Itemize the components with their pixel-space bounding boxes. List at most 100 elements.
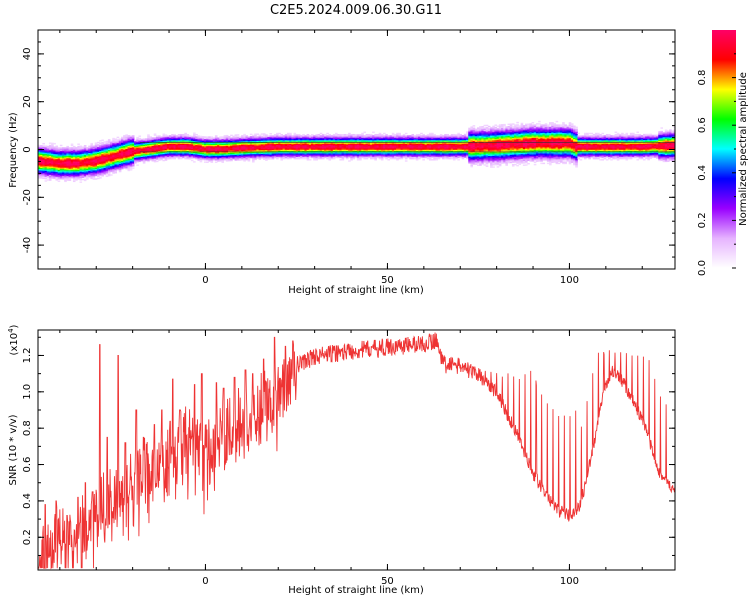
- spectrogram-cell: [457, 151, 460, 154]
- spectrogram-cell: [422, 148, 425, 150]
- spectrogram-cell: [337, 135, 340, 137]
- spectrogram-cell: [450, 156, 454, 159]
- spectrogram-cell: [422, 143, 425, 146]
- spectrogram-cell: [343, 141, 347, 143]
- spectrogram-cell: [385, 136, 388, 138]
- spectrogram-cell: [341, 143, 345, 146]
- spectrogram-cell: [110, 147, 113, 150]
- spectrogram-cell: [483, 147, 487, 149]
- spectrogram-cell: [328, 153, 332, 155]
- spectrogram-cell: [354, 137, 358, 140]
- spectrogram-cell: [66, 166, 69, 168]
- spectrogram-cell: [472, 158, 476, 161]
- spectrogram-cell: [223, 138, 227, 141]
- spectrogram-cell: [424, 142, 428, 144]
- spectrogram-cell: [343, 156, 347, 159]
- spectrogram-cell: [81, 172, 85, 175]
- spectrogram-cell: [424, 148, 428, 150]
- spectrogram-cell: [492, 153, 495, 155]
- spectrogram-cell: [99, 140, 102, 142]
- spectrogram-cell: [42, 142, 45, 145]
- spectrogram-cell: [365, 155, 369, 157]
- spectrogram-cell: [125, 159, 128, 161]
- spectrogram-cell: [142, 143, 146, 145]
- spectrogram-cell: [179, 138, 183, 141]
- spectrogram-cell: [332, 156, 336, 159]
- spectrogram-cell: [302, 153, 305, 155]
- spectrogram-cell: [387, 155, 391, 157]
- spectrogram-cell: [217, 143, 220, 146]
- spectrogram-cell: [289, 143, 292, 146]
- spectrogram-cell: [472, 129, 476, 132]
- spectrogram-cell: [490, 154, 493, 156]
- spectrogram-cell: [72, 149, 76, 151]
- spectrogram-cell: [230, 147, 233, 150]
- spectrogram-cell: [55, 152, 59, 155]
- spectrogram-cell: [214, 136, 218, 138]
- spectrogram-cell: [158, 153, 161, 155]
- spectrogram-cell: [380, 155, 384, 157]
- spectrogram-cell: [437, 143, 441, 146]
- spectrogram-cell: [446, 153, 449, 155]
- spectrogram-cell: [131, 136, 135, 138]
- spectrogram-cell: [308, 141, 312, 143]
- spectrogram-cell: [223, 151, 227, 154]
- spectrogram-cell: [90, 166, 93, 169]
- spectrogram-cell: [160, 145, 163, 148]
- spectrogram-cell: [284, 133, 288, 136]
- spectrogram-cell: [262, 157, 266, 159]
- spectrogram-cell: [297, 135, 301, 137]
- spectrogram-cell: [304, 142, 308, 144]
- spectrogram-cell: [208, 150, 211, 153]
- spectrogram-cell: [107, 167, 111, 170]
- spectrogram-cell: [476, 145, 480, 147]
- spectrogram-cell: [437, 155, 441, 157]
- spectrogram-cell: [472, 151, 476, 153]
- spectrogram-cell: [435, 135, 439, 137]
- spectrogram-cell: [225, 144, 229, 146]
- spectrogram-cell: [42, 162, 45, 164]
- spectrogram-cell: [252, 151, 255, 154]
- spectrogram-cell: [153, 147, 157, 150]
- spectrogram-cell: [313, 147, 316, 149]
- spectrogram-cell: [302, 141, 305, 143]
- spectrogram-cell: [173, 147, 176, 149]
- spectrogram-cell: [221, 137, 225, 140]
- spectrogram-cell: [389, 157, 393, 160]
- spectrogram-cell: [212, 143, 216, 146]
- spectrogram-cell: [123, 143, 126, 145]
- spectrogram-cell: [300, 144, 303, 147]
- spectrogram-cell: [70, 144, 74, 147]
- spectrogram-cell: [387, 153, 391, 155]
- spectrogram-cell: [330, 139, 334, 142]
- spectrogram-cell: [442, 155, 445, 157]
- spectrogram-cell: [42, 170, 45, 172]
- spectrogram-cell: [94, 155, 98, 158]
- spectrogram-cell: [365, 147, 369, 149]
- spectrogram-cell: [57, 172, 61, 174]
- spectrogram-cell: [400, 150, 404, 153]
- spectrogram-cell: [164, 147, 168, 150]
- spectrogram-cell: [286, 145, 290, 148]
- spectrogram-cell: [413, 154, 417, 156]
- spectrogram-cell: [337, 147, 340, 149]
- spectrogram-cell: [96, 174, 100, 176]
- spectrogram-cell: [385, 138, 388, 141]
- spectrogram-cell: [179, 147, 183, 149]
- spectrogram-cell: [147, 149, 150, 152]
- spectrogram-cell: [234, 137, 238, 140]
- spectrogram-cell: [483, 153, 487, 155]
- spectrogram-cell: [435, 159, 439, 161]
- spectrogram-cell: [188, 154, 192, 157]
- spectrogram-cell: [66, 156, 69, 159]
- spectrogram-cell: [118, 158, 122, 161]
- spectrogram-cell: [400, 145, 404, 148]
- spectrogram-cell: [455, 133, 458, 136]
- spectrogram-cell: [348, 149, 351, 151]
- spectrogram-cell: [293, 136, 297, 138]
- spectrogram-cell: [483, 161, 487, 164]
- spectrogram-cell: [311, 141, 314, 143]
- spectrogram-cell: [413, 141, 417, 143]
- spectrogram-cell: [501, 141, 504, 144]
- spectrogram-cell: [492, 149, 495, 152]
